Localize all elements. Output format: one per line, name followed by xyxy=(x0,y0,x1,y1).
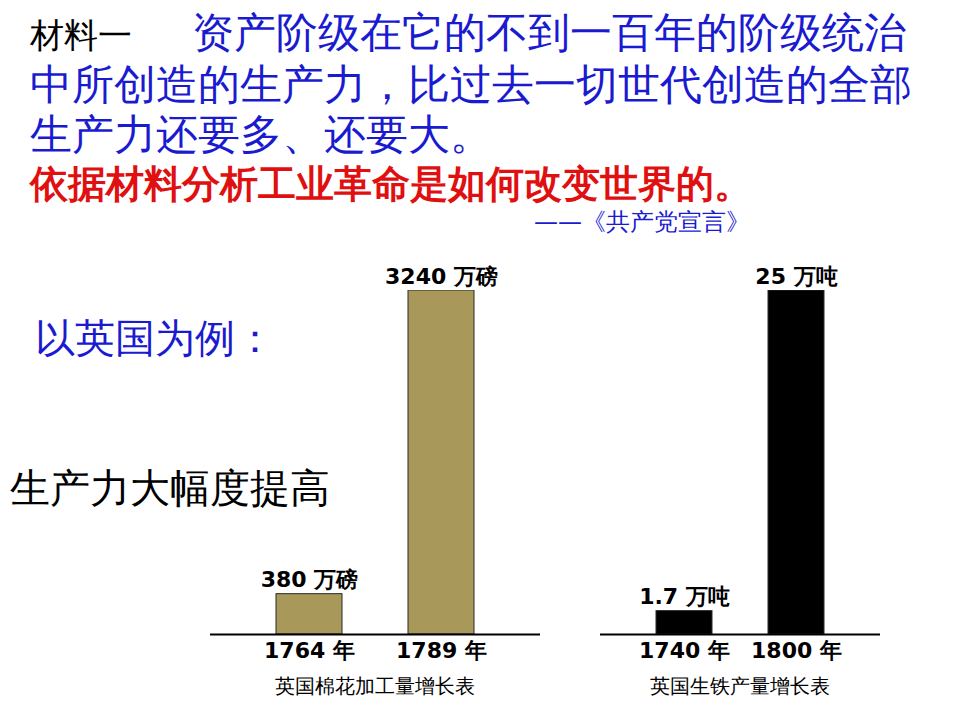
svg-text:3240 万磅: 3240 万磅 xyxy=(385,264,498,289)
svg-text:1800 年: 1800 年 xyxy=(751,638,842,663)
html-text:——《共产党宣言》: ——《共产党宣言》 xyxy=(534,208,750,236)
html-text:依据材料分析工业革命是如何改变世界的。: 依据材料分析工业革命是如何改变世界的。 xyxy=(30,162,752,206)
html-text:生产力大幅度提高: 生产力大幅度提高 xyxy=(10,465,330,511)
svg-text:25 万吨: 25 万吨 xyxy=(755,264,837,289)
svg-text:1789 年: 1789 年 xyxy=(396,638,487,663)
html-text:英国棉花加工量增长表: 英国棉花加工量增长表 xyxy=(275,674,475,698)
html-text:英国生铁产量增长表: 英国生铁产量增长表 xyxy=(650,674,830,698)
html-text:资产阶级在它的不到一百年的阶级统治中所创造的生产力，比过去一: 资产阶级在它的不到一百年的阶级统治中所创造的生产力，比过去一切世代创造的全部生产… xyxy=(30,8,912,159)
svg-text:1764 年: 1764 年 xyxy=(264,638,355,663)
svg-text:380 万磅: 380 万磅 xyxy=(261,567,359,592)
html-text:以英国为例：: 以英国为例： xyxy=(35,315,275,361)
svg-text:1740 年: 1740 年 xyxy=(639,638,730,663)
html-text:材料一: 材料一 xyxy=(30,15,132,55)
svg-text:1.7 万吨: 1.7 万吨 xyxy=(639,584,730,609)
